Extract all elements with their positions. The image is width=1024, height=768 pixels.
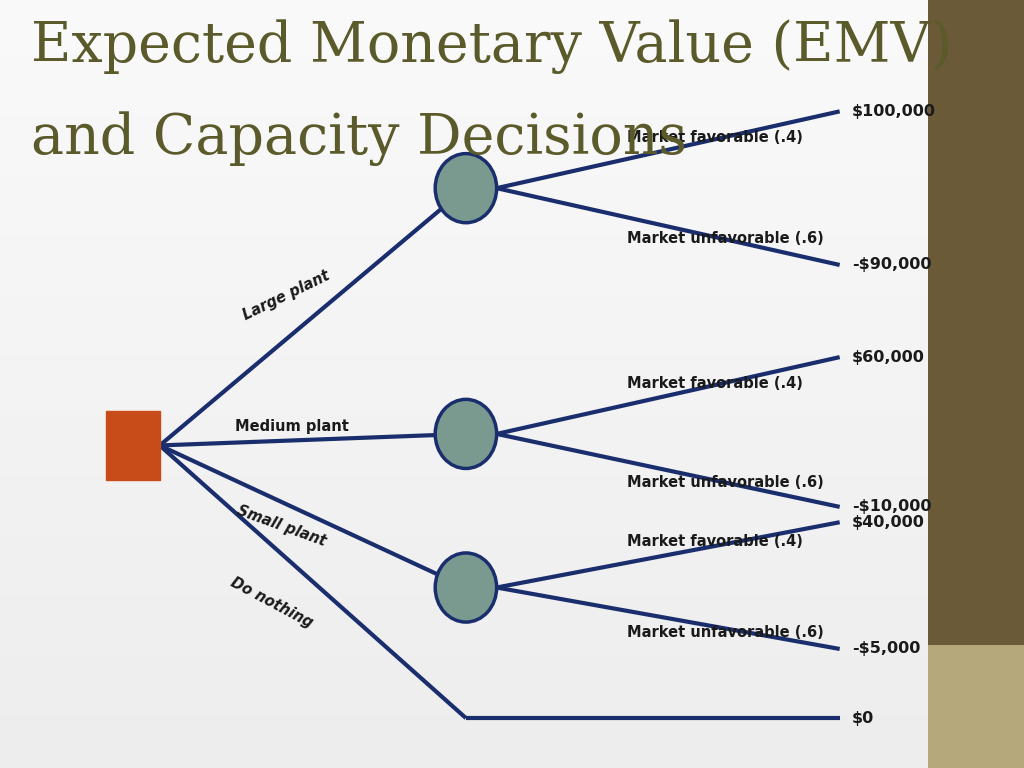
Text: Expected Monetary Value (EMV): Expected Monetary Value (EMV)	[31, 19, 952, 74]
Text: Do nothing: Do nothing	[227, 575, 315, 631]
Text: $60,000: $60,000	[852, 349, 925, 365]
Bar	[928, 0, 1024, 768]
Ellipse shape	[435, 154, 497, 223]
Text: Market favorable (.4): Market favorable (.4)	[627, 534, 803, 549]
Text: Market favorable (.4): Market favorable (.4)	[627, 376, 803, 391]
Text: -$10,000: -$10,000	[852, 499, 932, 515]
Text: and Capacity Decisions: and Capacity Decisions	[31, 111, 687, 166]
Text: Medium plant: Medium plant	[234, 419, 349, 434]
Bar	[106, 411, 160, 480]
Text: Small plant: Small plant	[236, 503, 328, 549]
Text: Market unfavorable (.6): Market unfavorable (.6)	[627, 475, 823, 491]
Text: Market favorable (.4): Market favorable (.4)	[627, 130, 803, 145]
Text: $100,000: $100,000	[852, 104, 936, 119]
Ellipse shape	[435, 553, 497, 622]
Ellipse shape	[435, 399, 497, 468]
Text: $0: $0	[852, 710, 874, 726]
Text: Market unfavorable (.6): Market unfavorable (.6)	[627, 624, 823, 640]
Text: Market unfavorable (.6): Market unfavorable (.6)	[627, 231, 823, 247]
Text: -$90,000: -$90,000	[852, 257, 932, 273]
Text: Large plant: Large plant	[241, 268, 333, 323]
Text: $40,000: $40,000	[852, 515, 925, 530]
Text: -$5,000: -$5,000	[852, 641, 921, 657]
Bar	[928, 645, 1024, 768]
